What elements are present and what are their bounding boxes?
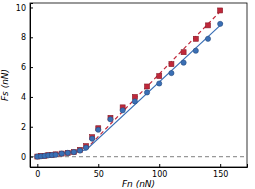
point (53, 152, 58, 157)
point (193, 36, 198, 41)
line (37, 23, 222, 156)
x-axis-title: Fn (nN) (122, 179, 155, 189)
point (96, 127, 101, 132)
point (53, 152, 58, 157)
tick: 0 (21, 153, 33, 162)
y-axis: 0 2 4 6 8 10 (16, 4, 33, 168)
tick-mark (30, 157, 33, 158)
tick-mark (30, 7, 33, 8)
point (59, 151, 64, 156)
tick-label: 8 (21, 33, 26, 42)
tick-mark (220, 164, 221, 167)
point (108, 117, 113, 122)
point (157, 81, 162, 86)
chart: 0 50 100 150 0 2 4 6 8 10 Fn (nN) Fs (nN) (0, 0, 255, 189)
point (71, 150, 76, 155)
point (169, 62, 174, 67)
tick-label: 100 (152, 170, 167, 179)
point (144, 90, 149, 95)
point (71, 149, 76, 154)
tick-label: 150 (213, 170, 228, 179)
tick-mark (30, 127, 33, 128)
axis-line (31, 4, 34, 168)
data (30, 8, 247, 159)
tick: 150 (213, 164, 228, 179)
tick: 4 (21, 93, 33, 102)
tick-label: 2 (21, 123, 26, 132)
point (218, 21, 223, 26)
tick: 100 (152, 164, 167, 179)
tick-label: 10 (16, 4, 26, 13)
tick-mark (30, 67, 33, 68)
tick-mark (30, 97, 33, 98)
point (145, 84, 150, 89)
point (120, 108, 125, 113)
point (59, 151, 64, 156)
point (77, 148, 82, 153)
tick-mark (159, 164, 160, 167)
x-axis: 0 50 100 150 (31, 164, 248, 179)
tick-mark (30, 37, 33, 38)
axis-line (31, 164, 248, 168)
point (157, 74, 162, 79)
point (77, 147, 82, 152)
frame (30, 3, 247, 167)
point (65, 150, 70, 155)
plot: 0 50 100 150 0 2 4 6 8 10 (16, 3, 248, 179)
tick: 2 (21, 123, 33, 132)
tick: 50 (94, 164, 104, 179)
tick-mark (98, 164, 99, 167)
point (90, 136, 95, 141)
point (181, 50, 186, 55)
point (83, 145, 88, 150)
point (181, 60, 186, 65)
point (205, 23, 210, 28)
point (132, 99, 137, 104)
tick: 6 (21, 63, 33, 72)
point (169, 70, 174, 75)
point (193, 48, 198, 53)
tick-label: 4 (21, 93, 26, 102)
point (65, 150, 70, 155)
tick: 10 (16, 4, 33, 13)
tick: 0 (35, 164, 40, 179)
line (37, 9, 222, 157)
point (205, 36, 210, 41)
y-axis-title: Fs (nN) (0, 69, 10, 101)
tick-label: 0 (21, 153, 26, 162)
tick-label: 50 (94, 170, 104, 179)
tick-mark (37, 164, 38, 167)
point (218, 8, 223, 13)
tick-label: 6 (21, 63, 26, 72)
tick: 8 (21, 33, 33, 42)
tick-label: 0 (35, 170, 40, 179)
